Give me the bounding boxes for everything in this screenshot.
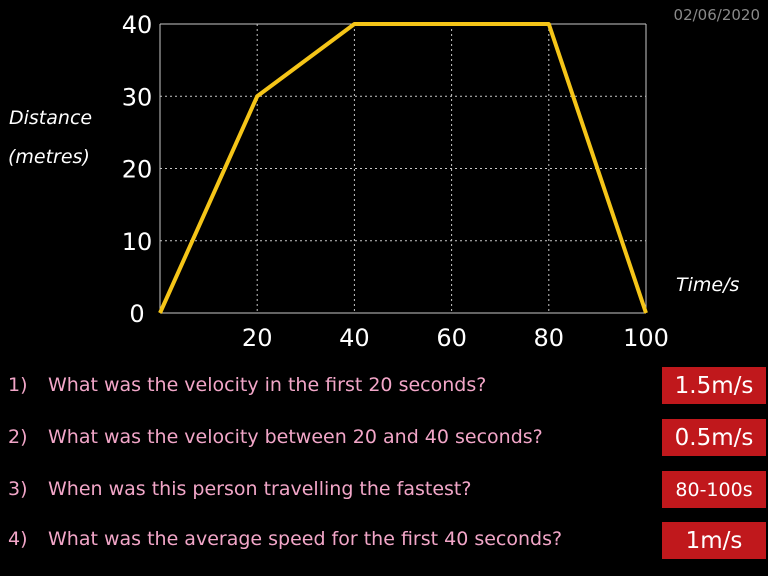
x-tick-label: 60 — [436, 324, 467, 352]
answer-2-box: 0.5m/s — [662, 419, 766, 456]
x-tick-label: 20 — [242, 324, 273, 352]
slide-date: 02/06/2020 — [673, 6, 760, 24]
x-tick-label: 80 — [534, 324, 565, 352]
x-tick-label: 40 — [339, 324, 370, 352]
answer-4-box: 1m/s — [662, 522, 766, 559]
chart-series — [158, 22, 648, 314]
question-text: What was the average speed for the first… — [48, 528, 563, 550]
y-tick-label: 0 — [129, 300, 144, 328]
distance-time-chart: 0 10 20 30 40 20 40 60 80 100 — [122, 11, 669, 352]
y-tick-label: 30 — [122, 83, 153, 111]
question-3: 3) When was this person travelling the fa… — [8, 478, 471, 500]
y-tick-labels: 0 10 20 30 40 — [122, 11, 153, 328]
question-text: What was the velocity between 20 and 40 … — [48, 426, 543, 448]
question-text: When was this person travelling the fast… — [48, 478, 472, 500]
y-tick-label: 10 — [122, 228, 153, 256]
question-text: What was the velocity in the first 20 se… — [48, 374, 487, 396]
y-tick-label: 20 — [122, 156, 153, 184]
question-number: 3) — [8, 478, 28, 500]
y-tick-label: 40 — [122, 11, 153, 39]
answer-1-box: 1.5m/s — [662, 367, 766, 404]
distance-series-line — [158, 22, 648, 314]
question-4: 4) What was the average speed for the fir… — [8, 528, 562, 550]
chart-grid — [159, 23, 647, 314]
x-axis-label: Time/s — [676, 274, 740, 296]
x-tick-label: 100 — [623, 324, 669, 352]
x-tick-labels: 20 40 60 80 100 — [242, 324, 669, 352]
answer-3-box: 80-100s — [662, 471, 766, 508]
question-number: 4) — [8, 528, 28, 550]
y-axis-label-line2: (metres) — [8, 146, 90, 168]
question-number: 2) — [8, 426, 28, 448]
question-2: 2) What was the velocity between 20 and 4… — [8, 426, 543, 448]
question-number: 1) — [8, 374, 28, 396]
question-1: 1) What was the velocity in the first 20 … — [8, 374, 486, 396]
y-axis-label-line1: Distance — [9, 107, 93, 129]
